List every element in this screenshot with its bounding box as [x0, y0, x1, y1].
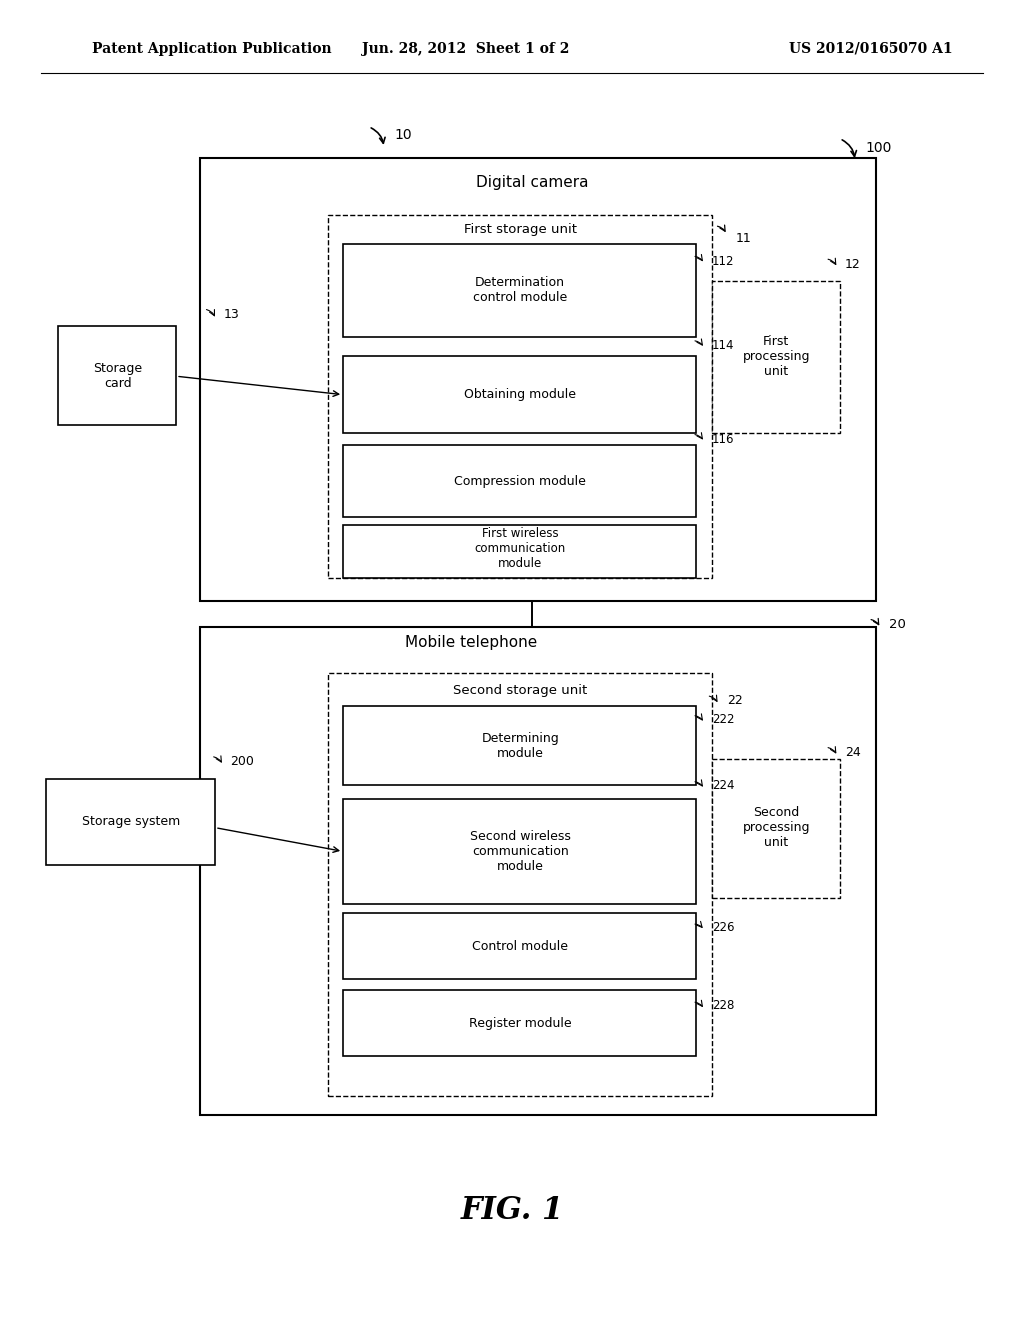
- Text: Obtaining module: Obtaining module: [464, 388, 577, 401]
- FancyBboxPatch shape: [46, 779, 215, 865]
- FancyBboxPatch shape: [343, 799, 696, 904]
- Text: 11: 11: [735, 232, 751, 246]
- FancyBboxPatch shape: [343, 525, 696, 578]
- Text: 224: 224: [712, 779, 734, 792]
- FancyBboxPatch shape: [712, 759, 840, 898]
- FancyBboxPatch shape: [343, 244, 696, 337]
- FancyBboxPatch shape: [200, 158, 876, 601]
- Text: First storage unit: First storage unit: [464, 223, 577, 236]
- Text: Storage
card: Storage card: [93, 362, 142, 391]
- Text: 114: 114: [712, 339, 734, 352]
- Text: Second
processing
unit: Second processing unit: [742, 807, 810, 849]
- FancyBboxPatch shape: [58, 326, 176, 425]
- FancyBboxPatch shape: [328, 673, 712, 1096]
- Text: US 2012/0165070 A1: US 2012/0165070 A1: [788, 42, 952, 55]
- Text: Storage system: Storage system: [82, 814, 180, 828]
- Text: 226: 226: [712, 921, 734, 935]
- Text: 116: 116: [712, 433, 734, 446]
- Text: Register module: Register module: [469, 1016, 571, 1030]
- FancyBboxPatch shape: [343, 356, 696, 433]
- FancyBboxPatch shape: [712, 281, 840, 433]
- Text: 10: 10: [394, 128, 412, 141]
- Text: 13: 13: [223, 308, 239, 321]
- Text: 24: 24: [845, 746, 860, 759]
- FancyBboxPatch shape: [343, 706, 696, 785]
- Text: Determining
module: Determining module: [481, 731, 559, 760]
- FancyBboxPatch shape: [200, 627, 876, 1115]
- Text: 200: 200: [230, 755, 254, 768]
- Text: Determination
control module: Determination control module: [473, 276, 567, 305]
- FancyBboxPatch shape: [343, 913, 696, 979]
- FancyBboxPatch shape: [343, 990, 696, 1056]
- Text: Digital camera: Digital camera: [476, 174, 589, 190]
- Text: Compression module: Compression module: [455, 475, 586, 488]
- Text: First
processing
unit: First processing unit: [742, 335, 810, 378]
- Text: 100: 100: [865, 141, 892, 154]
- Text: Patent Application Publication: Patent Application Publication: [92, 42, 332, 55]
- Text: 12: 12: [845, 257, 860, 271]
- Text: 112: 112: [712, 255, 734, 268]
- Text: Second storage unit: Second storage unit: [453, 684, 588, 697]
- Text: Second wireless
communication
module: Second wireless communication module: [470, 830, 570, 873]
- Text: FIG. 1: FIG. 1: [461, 1195, 563, 1226]
- Text: 20: 20: [889, 618, 905, 631]
- Text: Jun. 28, 2012  Sheet 1 of 2: Jun. 28, 2012 Sheet 1 of 2: [362, 42, 569, 55]
- FancyBboxPatch shape: [328, 215, 712, 578]
- FancyBboxPatch shape: [343, 445, 696, 517]
- Text: 22: 22: [727, 694, 742, 708]
- Text: Mobile telephone: Mobile telephone: [404, 635, 538, 651]
- Text: Control module: Control module: [472, 940, 568, 953]
- Text: First wireless
communication
module: First wireless communication module: [474, 527, 566, 570]
- Text: 228: 228: [712, 999, 734, 1012]
- Text: 222: 222: [712, 713, 734, 726]
